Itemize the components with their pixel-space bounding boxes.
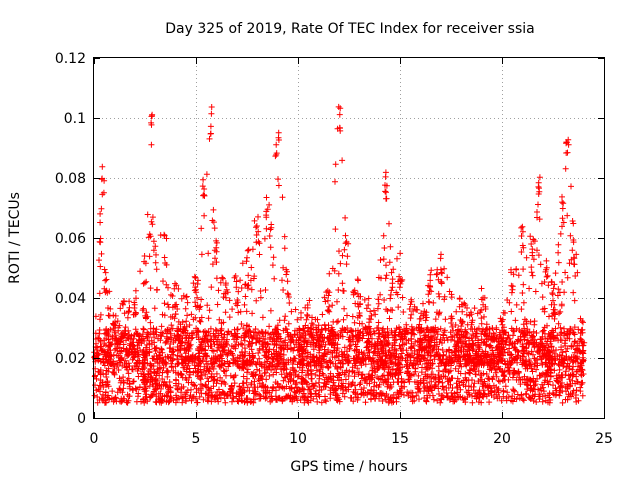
y-tick-label: 0.12 bbox=[55, 51, 86, 67]
y-axis-label: ROTI / TECUs bbox=[7, 192, 23, 284]
x-axis-label: GPS time / hours bbox=[290, 459, 407, 475]
x-tick-label: 25 bbox=[595, 431, 613, 447]
y-tick-label: 0.06 bbox=[55, 231, 86, 247]
x-tick-label: 0 bbox=[90, 431, 99, 447]
data-points bbox=[91, 103, 588, 406]
y-tick-label: 0 bbox=[77, 411, 86, 427]
chart-title: Day 325 of 2019, Rate Of TEC Index for r… bbox=[165, 21, 534, 37]
plot-frame bbox=[93, 57, 605, 419]
x-tick-label: 5 bbox=[192, 431, 201, 447]
y-tick-label: 0.1 bbox=[64, 111, 86, 127]
roti-point-markers bbox=[91, 103, 588, 406]
y-tick-label: 0.04 bbox=[55, 291, 86, 307]
x-tick-label: 20 bbox=[493, 431, 511, 447]
axis-ticks: 0 5 10 15 20 25 0 0.02 0.04 0.06 0.08 0.1 0.12 bbox=[55, 51, 613, 447]
y-tick-label: 0.08 bbox=[55, 171, 86, 187]
y-tick-label: 0.02 bbox=[55, 351, 86, 367]
x-tick-label: 10 bbox=[289, 431, 307, 447]
x-tick-label: 15 bbox=[391, 431, 409, 447]
